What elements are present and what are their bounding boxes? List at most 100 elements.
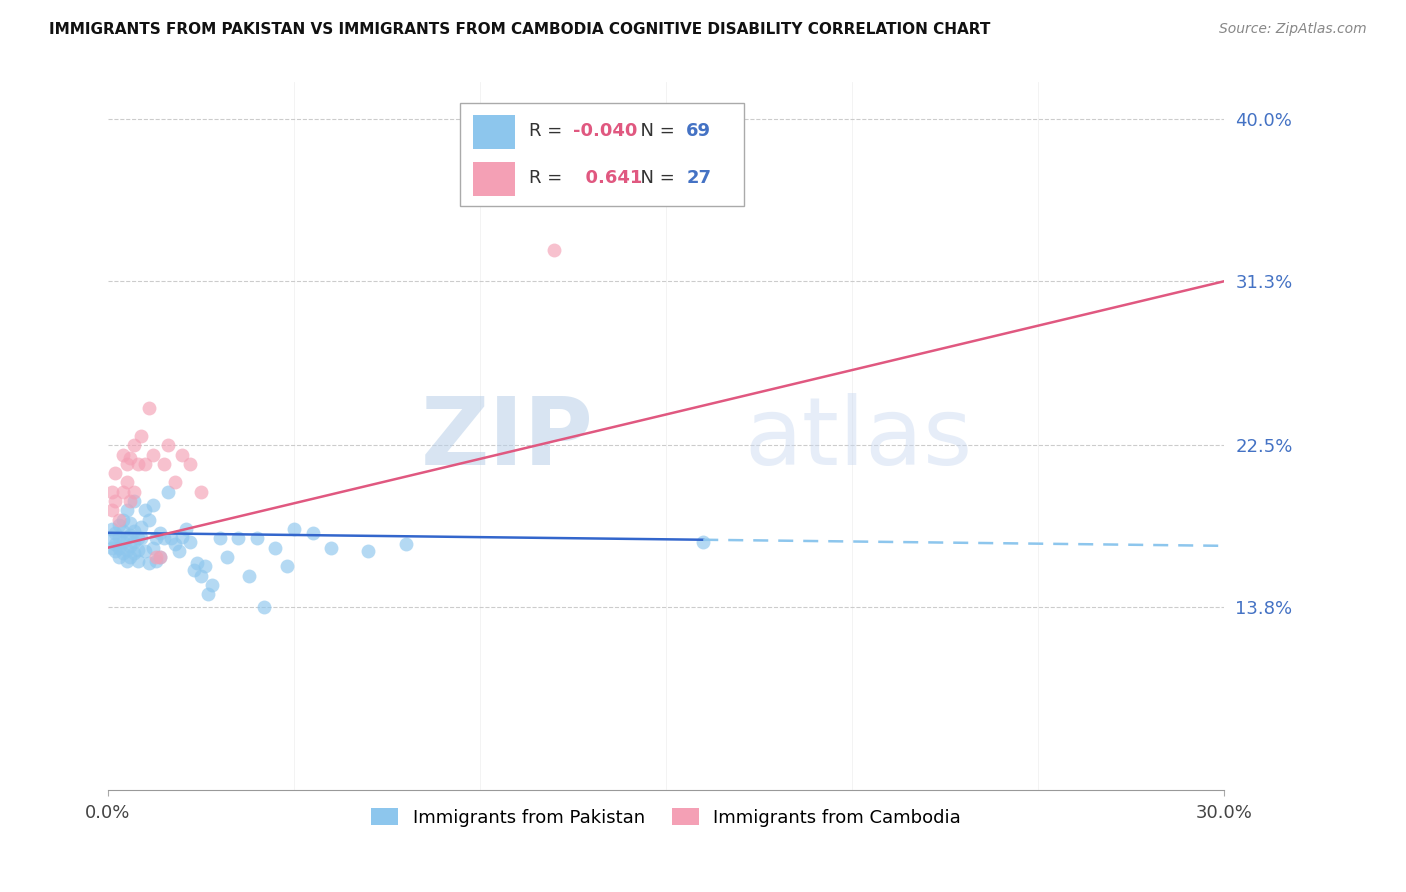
Point bbox=[104, 537, 127, 551]
Point bbox=[197, 587, 219, 601]
Point bbox=[108, 549, 131, 564]
Text: Source: ZipAtlas.com: Source: ZipAtlas.com bbox=[1219, 22, 1367, 37]
Text: -0.040: -0.040 bbox=[574, 122, 638, 140]
Point bbox=[149, 549, 172, 564]
Point bbox=[138, 513, 160, 527]
Text: 69: 69 bbox=[686, 122, 711, 140]
Point bbox=[131, 532, 153, 546]
Text: R =: R = bbox=[529, 169, 568, 187]
Point bbox=[115, 457, 138, 471]
Point bbox=[111, 513, 134, 527]
Point bbox=[190, 568, 212, 582]
Point bbox=[142, 498, 165, 512]
Point bbox=[138, 401, 160, 415]
Point bbox=[145, 554, 167, 568]
Point bbox=[111, 484, 134, 499]
Point bbox=[152, 532, 174, 546]
Point bbox=[194, 559, 217, 574]
Point bbox=[179, 535, 201, 549]
Point bbox=[122, 484, 145, 499]
Point bbox=[253, 600, 276, 615]
Point bbox=[357, 544, 380, 558]
Point bbox=[692, 535, 714, 549]
Point bbox=[149, 525, 172, 540]
Point bbox=[276, 559, 298, 574]
Point bbox=[127, 542, 149, 557]
Point bbox=[283, 522, 305, 536]
Point bbox=[183, 563, 205, 577]
Point bbox=[134, 503, 156, 517]
Point bbox=[104, 525, 127, 540]
Point bbox=[179, 457, 201, 471]
Point bbox=[246, 532, 269, 546]
Text: 27: 27 bbox=[686, 169, 711, 187]
Point bbox=[156, 484, 179, 499]
Point bbox=[134, 544, 156, 558]
Point bbox=[174, 522, 197, 536]
Point bbox=[394, 537, 416, 551]
Point bbox=[111, 535, 134, 549]
Point bbox=[208, 532, 231, 546]
Point bbox=[134, 457, 156, 471]
Point bbox=[108, 518, 131, 533]
FancyBboxPatch shape bbox=[460, 103, 744, 206]
Point bbox=[120, 494, 142, 508]
Point bbox=[104, 544, 127, 558]
Point bbox=[163, 537, 186, 551]
Point bbox=[122, 524, 145, 538]
Point bbox=[172, 529, 194, 543]
Point bbox=[264, 541, 287, 555]
Text: N =: N = bbox=[630, 169, 681, 187]
Point bbox=[120, 539, 142, 553]
Point bbox=[115, 542, 138, 557]
Point bbox=[167, 544, 190, 558]
Point bbox=[100, 522, 122, 536]
Text: 0.641: 0.641 bbox=[574, 169, 643, 187]
Point bbox=[186, 556, 208, 570]
Text: atlas: atlas bbox=[744, 393, 973, 485]
Point bbox=[120, 549, 142, 564]
Point bbox=[190, 484, 212, 499]
Point bbox=[201, 578, 224, 592]
Point bbox=[111, 448, 134, 462]
Point bbox=[104, 494, 127, 508]
Point bbox=[120, 516, 142, 531]
Point bbox=[172, 448, 194, 462]
Text: N =: N = bbox=[630, 122, 681, 140]
Point bbox=[145, 549, 167, 564]
Point bbox=[163, 475, 186, 490]
Bar bbox=[472, 114, 516, 149]
Point bbox=[115, 475, 138, 490]
Text: R =: R = bbox=[529, 122, 568, 140]
Point bbox=[111, 524, 134, 538]
Point bbox=[120, 527, 142, 541]
Point bbox=[100, 532, 122, 546]
Point bbox=[215, 549, 238, 564]
Point bbox=[100, 541, 122, 555]
Point bbox=[122, 546, 145, 560]
Point bbox=[122, 535, 145, 549]
Point bbox=[127, 532, 149, 546]
Point bbox=[142, 448, 165, 462]
Point bbox=[108, 513, 131, 527]
Point bbox=[149, 549, 172, 564]
Point bbox=[127, 554, 149, 568]
Point bbox=[160, 532, 183, 546]
Point bbox=[100, 484, 122, 499]
Point bbox=[145, 532, 167, 546]
Point bbox=[321, 541, 343, 555]
Point bbox=[131, 520, 153, 534]
Point bbox=[120, 451, 142, 466]
Point bbox=[138, 556, 160, 570]
Point bbox=[142, 541, 165, 555]
Point bbox=[156, 438, 179, 452]
Bar bbox=[472, 161, 516, 195]
Point bbox=[131, 429, 153, 443]
Point bbox=[127, 457, 149, 471]
Point bbox=[301, 525, 323, 540]
Point bbox=[115, 554, 138, 568]
Text: ZIP: ZIP bbox=[420, 393, 593, 485]
Point bbox=[108, 529, 131, 543]
Point bbox=[543, 243, 565, 257]
Point bbox=[238, 568, 260, 582]
